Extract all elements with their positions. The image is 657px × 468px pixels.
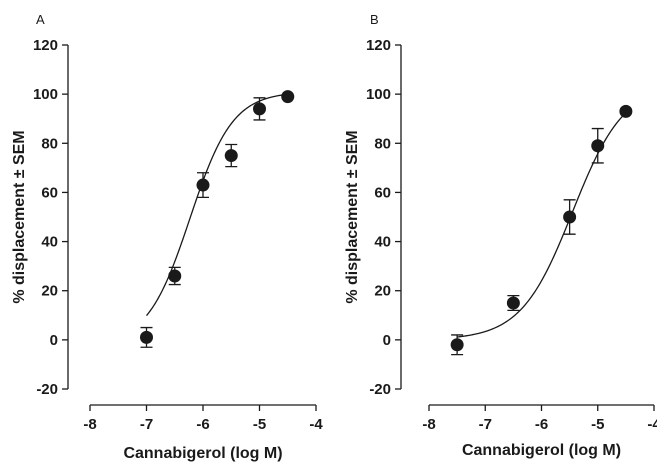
y-axis-label: % displacement ± SEM <box>11 130 28 303</box>
data-point <box>168 269 182 283</box>
x-tick-label: -6 <box>196 416 209 433</box>
data-point <box>224 149 238 163</box>
data-point <box>563 210 577 224</box>
y-tick-label: 0 <box>383 332 391 349</box>
y-tick-label: 100 <box>33 86 58 103</box>
x-tick-label: -5 <box>253 416 266 433</box>
y-tick-label: 20 <box>374 283 391 300</box>
x-tick-label: -7 <box>140 416 153 433</box>
y-tick-label: 100 <box>366 86 391 103</box>
x-axis-label: Cannabigerol (log M) <box>462 442 621 459</box>
y-tick-label: -20 <box>369 381 391 398</box>
data-point <box>591 139 605 153</box>
x-tick-label: -4 <box>309 416 323 433</box>
y-tick-label: 40 <box>374 234 391 251</box>
y-tick-label: 120 <box>366 37 391 54</box>
x-tick-label: -4 <box>647 416 657 433</box>
panel-a: A -20 0 20 40 60 80 100 120 -8 -7 -6 -5 -4 Cannabigero… <box>11 12 323 462</box>
data-point <box>450 338 464 352</box>
data-point <box>619 104 633 118</box>
data-point <box>196 178 210 192</box>
data-point <box>140 330 153 344</box>
x-tick-label: -5 <box>591 416 604 433</box>
data-point <box>506 296 520 310</box>
x-tick-label: -8 <box>83 416 96 433</box>
y-tick-label: 80 <box>41 135 58 152</box>
panel-b: B -20 0 20 40 60 80 100 120 -8 -7 -6 -5 -4 Cannabigero… <box>344 12 657 459</box>
data-point <box>253 102 266 116</box>
x-tick-label: -8 <box>422 416 435 433</box>
panel-letter: B <box>370 12 379 27</box>
y-tick-label: 20 <box>41 283 58 300</box>
y-tick-label: 80 <box>374 135 391 152</box>
fit-curve <box>145 93 288 317</box>
x-tick-label: -7 <box>479 416 492 433</box>
x-tick-label: -6 <box>535 416 548 433</box>
y-tick-label: 60 <box>41 184 58 201</box>
x-axis-label: Cannabigerol (log M) <box>123 445 282 462</box>
y-tick-label: -20 <box>36 381 58 398</box>
y-axis-label: % displacement ± SEM <box>344 130 361 303</box>
y-tick-label: 120 <box>33 37 58 54</box>
y-tick-label: 40 <box>41 234 58 251</box>
y-tick-label: 60 <box>374 184 391 201</box>
panel-letter: A <box>36 12 45 27</box>
y-tick-label: 0 <box>50 332 58 349</box>
data-point <box>281 90 295 104</box>
